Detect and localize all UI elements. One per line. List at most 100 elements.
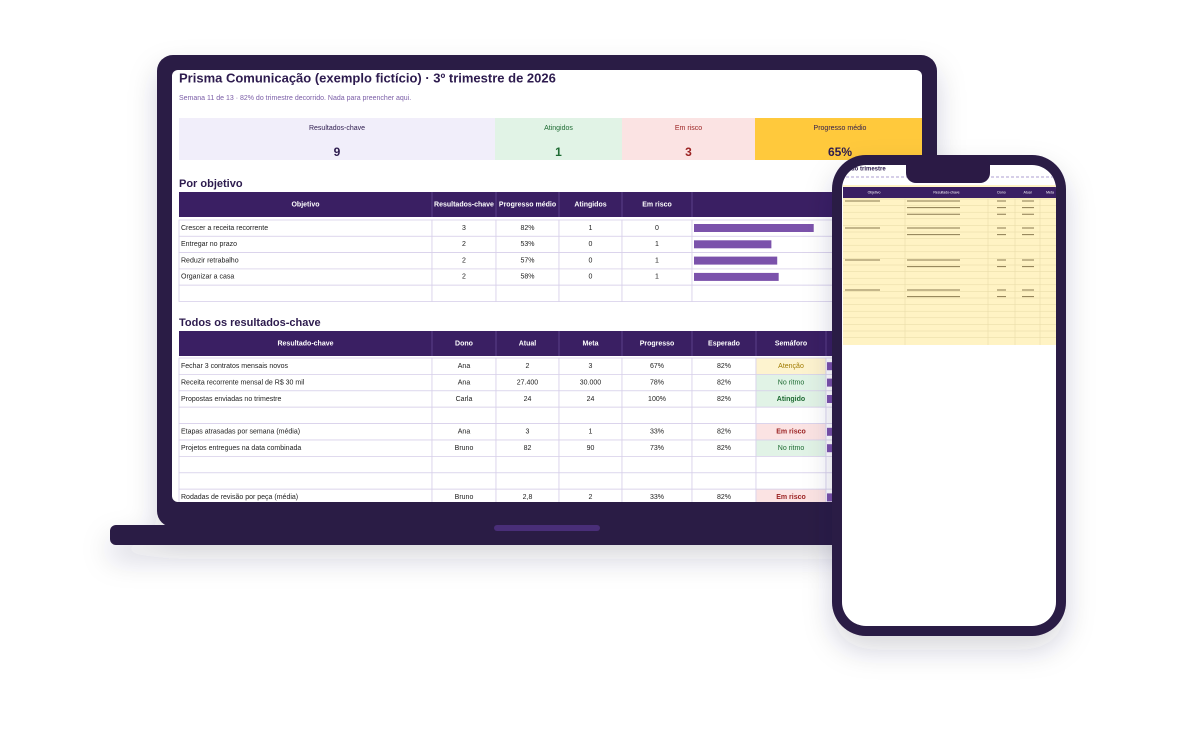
status-text: Em risco — [776, 494, 806, 501]
cell-text: Ana — [458, 429, 471, 436]
column-header: Objetivo — [291, 201, 319, 208]
cell — [558, 472, 623, 490]
sheet-subtitle: Semana 11 de 13 · 82% do trimestre decor… — [179, 95, 411, 102]
kpi-label: Resultados-chave — [309, 125, 365, 132]
cell-text: Entregar no prazo — [181, 241, 237, 248]
cell-text: Propostas enviadas no trimestre — [181, 396, 281, 403]
cell — [495, 455, 560, 474]
cell-text: 82% — [717, 445, 731, 452]
cell-text: 82% — [717, 396, 731, 403]
cell-text: 82% — [717, 379, 731, 386]
cell-text: 24 — [524, 396, 532, 403]
progress-bar — [694, 224, 814, 232]
cell — [755, 455, 827, 474]
cell-text: 1 — [589, 225, 593, 232]
kpi-label: Atingidos — [544, 125, 573, 132]
cell-text: 67% — [650, 363, 664, 370]
cell — [621, 406, 693, 425]
cell — [558, 406, 623, 425]
cell-text: 1 — [655, 274, 659, 281]
cell-text: Carla — [456, 396, 473, 403]
progress-bar — [694, 256, 778, 265]
cell — [178, 284, 433, 302]
cell-text: 0 — [655, 225, 659, 232]
cell — [755, 406, 827, 425]
cell — [691, 472, 757, 490]
phone-column-header: Resultado-chave — [933, 190, 959, 194]
status-text: No ritmo — [778, 445, 805, 452]
cell — [178, 455, 433, 474]
cell — [621, 284, 693, 302]
section-heading: Por objetivo — [179, 178, 243, 190]
cell-text: 2 — [462, 241, 466, 248]
sheet-title: Prisma Comunicação (exemplo fictício) · … — [179, 70, 556, 85]
column-header: Progresso médio — [499, 201, 556, 208]
cell — [495, 472, 560, 490]
cell-text: Projetos entregues na data combinada — [181, 445, 301, 452]
laptop-base — [110, 525, 932, 545]
cell-text: Crescer a receita recorrente — [181, 225, 268, 232]
phone-title: s do trimestre — [846, 167, 886, 173]
cell-text: 24 — [587, 396, 595, 403]
kpi-value: 3 — [685, 145, 692, 159]
column-header: Meta — [583, 340, 599, 347]
column-header: Semáforo — [775, 340, 807, 347]
cell-text: 0 — [589, 257, 593, 264]
section-heading: Todos os resultados-chave — [179, 317, 321, 329]
cell — [178, 406, 433, 425]
column-header: Progresso — [640, 340, 675, 347]
cell — [178, 472, 433, 490]
cell-text: 2 — [462, 274, 466, 281]
cell-text: 1 — [655, 257, 659, 264]
cell — [431, 406, 497, 425]
cell-text: 90 — [587, 445, 595, 452]
kpi-label: Progresso médio — [814, 125, 867, 132]
laptop-notch — [494, 525, 600, 531]
cell-text: 100% — [648, 396, 666, 403]
cell — [431, 472, 497, 490]
kpi-card — [755, 118, 922, 160]
cell — [495, 406, 560, 425]
phone-column-header: Meta — [1046, 190, 1054, 194]
cell-text: 2 — [526, 363, 530, 370]
cell-text: 57% — [520, 257, 534, 264]
phone-header — [843, 187, 1056, 198]
column-header: Atingidos — [574, 201, 606, 208]
progress-bar — [694, 240, 772, 249]
cell-text: 78% — [650, 379, 664, 386]
cell-text: 82% — [717, 494, 731, 501]
cell-text: 3 — [462, 225, 466, 232]
column-header: Em risco — [642, 201, 672, 208]
cell-text: 1 — [655, 241, 659, 248]
cell-text: 33% — [650, 494, 664, 501]
cell-text: 30.000 — [580, 379, 602, 386]
status-text: No ritmo — [778, 379, 805, 386]
column-header: Dono — [455, 340, 473, 347]
cell-text: Reduzir retrabalho — [181, 257, 239, 264]
cell-text: Ana — [458, 363, 471, 370]
cell — [691, 284, 841, 302]
kpi-value: 1 — [555, 145, 562, 159]
cell-text: Etapas atrasadas por semana (média) — [181, 429, 300, 436]
column-header: Atual — [519, 340, 537, 347]
cell-text: Receita recorrente mensal de R$ 30 mil — [181, 379, 305, 386]
cell — [755, 472, 827, 490]
kpi-value: 9 — [334, 145, 341, 159]
cell-text: 82% — [520, 225, 534, 232]
cell-text: 82% — [717, 363, 731, 370]
column-header: Resultado-chave — [277, 340, 333, 347]
cell — [691, 455, 757, 474]
cell — [558, 455, 623, 474]
table-header — [179, 331, 840, 356]
status-text: Em risco — [776, 429, 806, 436]
cell-text: Bruno — [455, 494, 474, 501]
cell-text: 3 — [589, 363, 593, 370]
cell-text: 0 — [589, 241, 593, 248]
cell — [691, 406, 757, 425]
cell — [558, 284, 623, 302]
kpi-label: Em risco — [675, 125, 702, 132]
cell-text: 73% — [650, 445, 664, 452]
cell-text: 53% — [520, 241, 534, 248]
column-header: Esperado — [708, 340, 740, 347]
spreadsheet: Prisma Comunicação (exemplo fictício) · … — [178, 70, 922, 502]
